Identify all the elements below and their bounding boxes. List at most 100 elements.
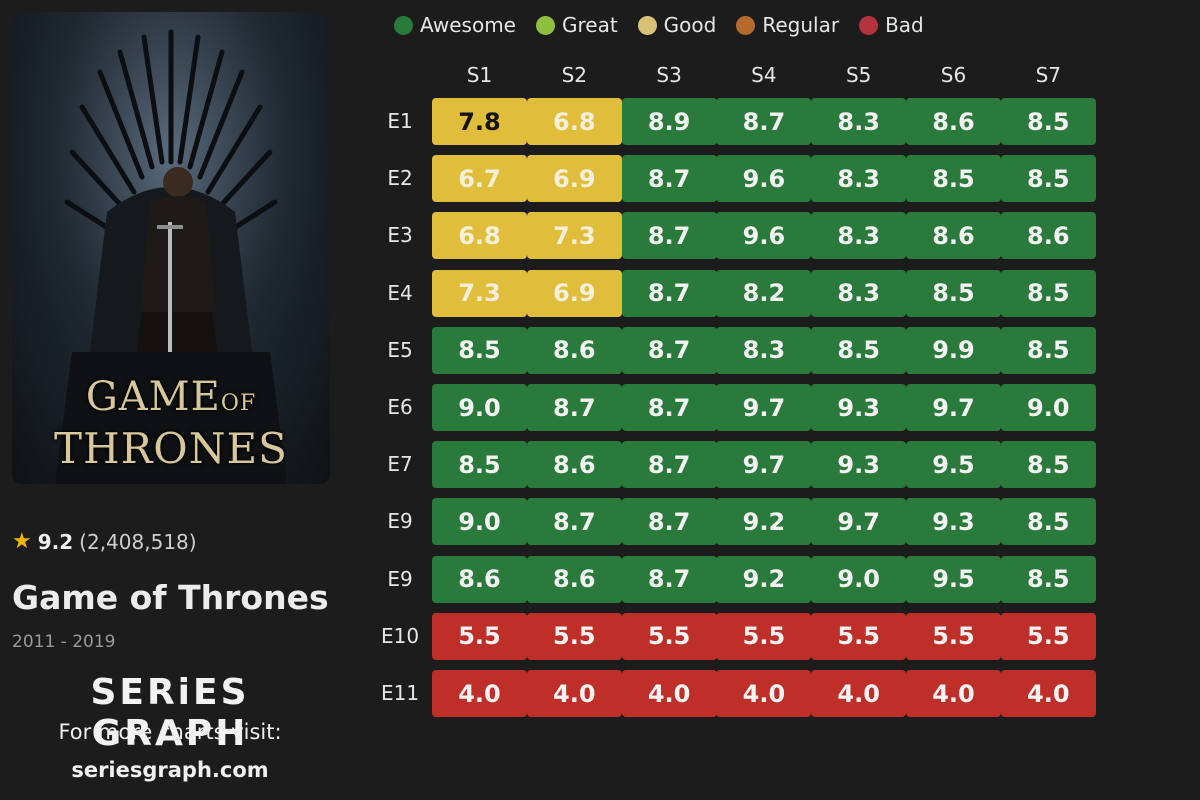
rating-cell: 5.5 xyxy=(906,612,1001,660)
rating-cell: 9.7 xyxy=(811,498,907,546)
rating-cell: 9.3 xyxy=(811,441,907,489)
rating-cell: 8.7 xyxy=(621,212,717,260)
column-header-s2: S2 xyxy=(561,63,587,87)
series-graph-logo: SERiES GRAPH xyxy=(90,672,250,754)
rating-cell: 6.9 xyxy=(526,269,622,317)
rating-cell: 9.3 xyxy=(906,498,1001,546)
rating-cell: 8.5 xyxy=(811,326,907,374)
rating-cell: 8.6 xyxy=(526,326,622,374)
row-header-e9: E9 xyxy=(387,566,413,591)
rating-cell: 8.7 xyxy=(621,326,717,374)
visit-text: For more charts visit: xyxy=(58,720,282,744)
legend-item-good: Good xyxy=(637,13,717,37)
rating-cell: 5.5 xyxy=(526,612,622,660)
vote-count: (2,408,518) xyxy=(79,530,197,554)
legend-label-bad: Bad xyxy=(885,13,924,37)
row-header-e6: E6 xyxy=(387,395,413,419)
rating-cell: 8.5 xyxy=(1000,441,1096,489)
rating-cell: 9.0 xyxy=(432,384,527,431)
rating-line: ★ 9.2 (2,408,518) xyxy=(12,530,197,554)
rating-cell: 9.9 xyxy=(906,326,1001,374)
star-icon: ★ xyxy=(12,529,32,554)
rating-cell: 8.7 xyxy=(621,384,717,431)
rating-cell: 7.3 xyxy=(526,212,622,260)
rating-score: 9.2 xyxy=(37,530,74,554)
rating-cell: 9.0 xyxy=(432,498,527,546)
row-header-e1: E1 xyxy=(387,109,413,133)
rating-cell: 4.0 xyxy=(621,670,717,717)
column-header-s6: S6 xyxy=(940,63,967,87)
rating-cell: 8.3 xyxy=(811,155,907,203)
rating-cell: 8.7 xyxy=(526,384,622,431)
column-header-s4: S4 xyxy=(751,63,777,87)
rating-cell: 8.6 xyxy=(526,441,622,489)
rating-cell: 5.5 xyxy=(811,612,907,660)
poster-title-game-of: GAMEOF xyxy=(85,374,257,420)
legend-dot-bad xyxy=(859,15,879,35)
rating-cell: 9.7 xyxy=(716,441,812,489)
rating-cell: 4.0 xyxy=(811,670,907,717)
column-header-s3: S3 xyxy=(656,63,682,87)
row-header-e11: E11 xyxy=(380,681,420,705)
rating-cell: 8.7 xyxy=(621,555,717,603)
rating-cell: 7.8 xyxy=(432,98,527,145)
rating-cell: 8.6 xyxy=(1000,212,1096,260)
legend-label-regular: Regular xyxy=(762,13,840,37)
column-header-s1: S1 xyxy=(466,63,493,87)
column-header-s5: S5 xyxy=(845,63,872,87)
rating-cell: 9.7 xyxy=(906,384,1001,431)
rating-cell: 8.5 xyxy=(432,326,527,374)
legend-dot-awesome xyxy=(394,15,413,35)
rating-cell: 8.5 xyxy=(906,155,1001,203)
rating-cell: 9.6 xyxy=(716,212,812,260)
show-years: 2011 - 2019 xyxy=(12,632,116,652)
rating-cell: 4.0 xyxy=(716,670,812,717)
legend-label-awesome: Awesome xyxy=(420,13,516,37)
rating-cell: 6.7 xyxy=(432,155,527,203)
rating-cell: 9.5 xyxy=(906,441,1001,489)
legend-dot-good xyxy=(637,15,657,35)
legend-item-great: Great xyxy=(535,13,618,37)
rating-cell: 8.3 xyxy=(811,98,907,145)
rating-cell: 6.8 xyxy=(526,98,622,145)
rating-cell: 8.7 xyxy=(526,498,622,546)
rating-cell: 4.0 xyxy=(906,670,1001,717)
rating-cell: 9.3 xyxy=(811,384,907,431)
legend-label-good: Good xyxy=(663,13,717,37)
show-title: Game of Thrones xyxy=(12,578,329,617)
rating-cell: 6.8 xyxy=(432,212,527,260)
rating-cell: 7.3 xyxy=(432,269,527,317)
legend-dot-regular xyxy=(736,15,756,35)
rating-cell: 5.5 xyxy=(716,612,812,660)
poster-title-thrones: THRONES xyxy=(54,424,288,473)
rating-cell: 5.5 xyxy=(621,612,717,660)
rating-cell: 8.6 xyxy=(906,98,1001,145)
rating-cell: 5.5 xyxy=(1000,612,1096,660)
rating-cell: 8.6 xyxy=(906,212,1001,260)
rating-cell: 8.5 xyxy=(432,441,527,489)
rating-cell: 4.0 xyxy=(432,670,527,717)
rating-cell: 5.5 xyxy=(432,612,527,660)
rating-cell: 9.0 xyxy=(811,555,907,603)
row-header-e10: E10 xyxy=(380,623,420,648)
rating-cell: 8.6 xyxy=(526,555,622,603)
rating-cell: 8.3 xyxy=(811,269,907,317)
rating-cell: 8.5 xyxy=(1000,555,1096,603)
legend-item-awesome: Awesome xyxy=(394,13,516,37)
row-header-e5: E5 xyxy=(387,337,413,362)
show-poster: GAMEOF THRONES xyxy=(12,12,330,484)
site-link[interactable]: seriesgraph.com xyxy=(71,758,269,782)
rating-cell: 8.5 xyxy=(1000,498,1096,546)
rating-cell: 9.5 xyxy=(906,555,1001,603)
rating-cell: 9.7 xyxy=(716,384,812,431)
rating-cell: 9.2 xyxy=(716,498,812,546)
rating-cell: 4.0 xyxy=(526,670,622,717)
legend-dot-great xyxy=(535,15,555,35)
rating-cell: 8.5 xyxy=(1000,269,1096,317)
rating-cell: 9.2 xyxy=(716,555,812,603)
rating-cell: 9.6 xyxy=(716,155,812,203)
rating-cell: 9.0 xyxy=(1000,384,1096,431)
iron-throne-artwork xyxy=(12,12,330,484)
rating-cell: 8.5 xyxy=(1000,326,1096,374)
